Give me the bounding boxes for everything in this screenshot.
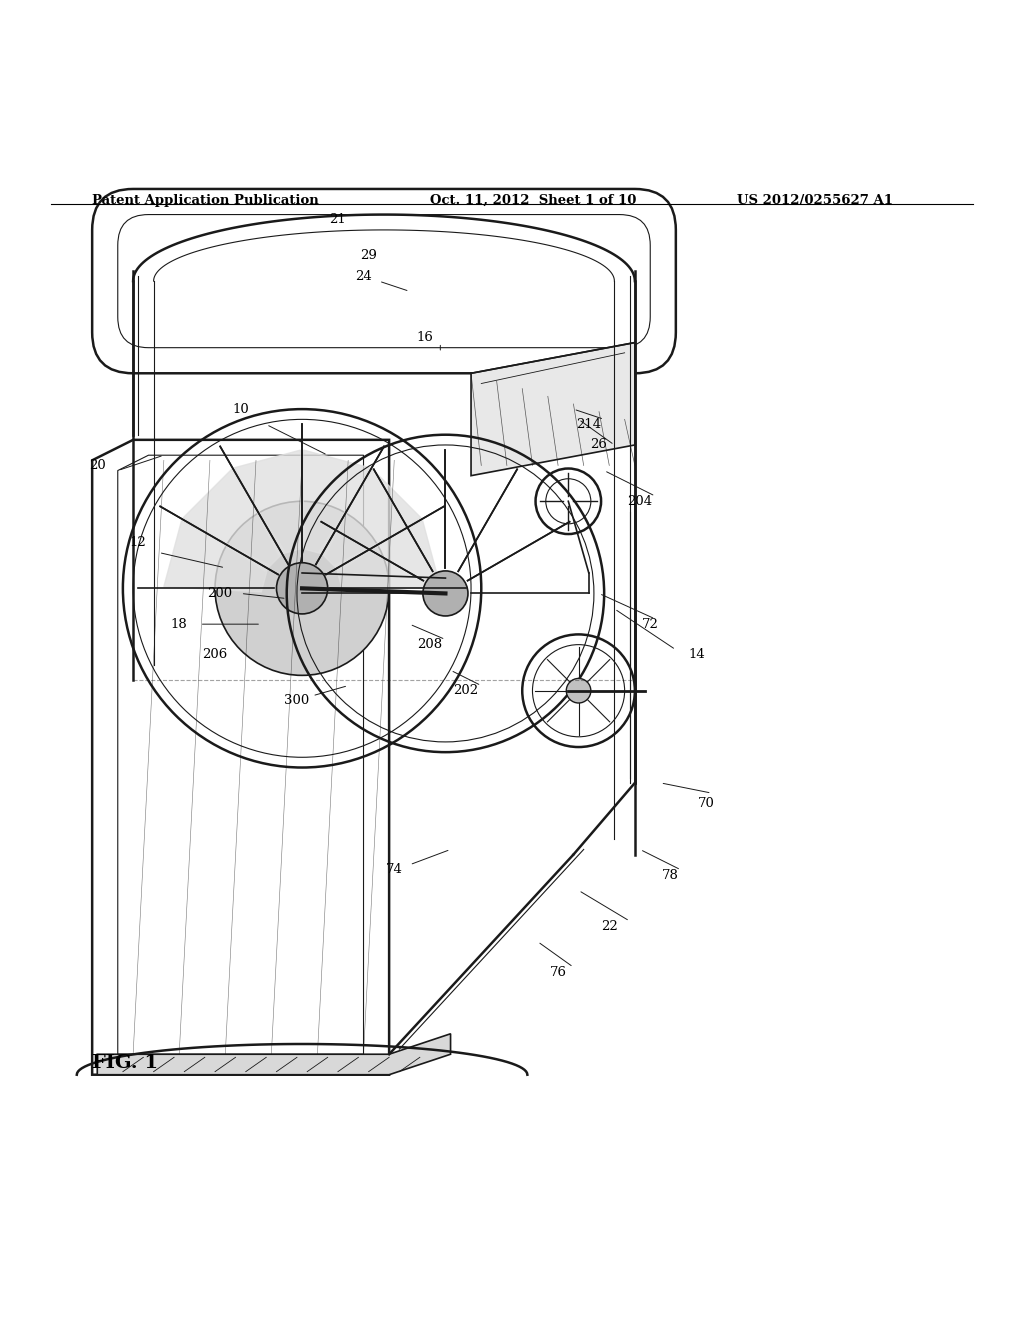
Polygon shape: [164, 520, 268, 591]
Polygon shape: [298, 450, 370, 554]
Polygon shape: [471, 343, 635, 475]
Text: 74: 74: [386, 863, 402, 876]
Text: 72: 72: [642, 618, 658, 631]
Text: 300: 300: [285, 694, 309, 708]
Text: 214: 214: [577, 418, 601, 430]
Text: 20: 20: [89, 459, 105, 473]
Text: 200: 200: [208, 587, 232, 599]
Polygon shape: [319, 470, 421, 572]
Polygon shape: [183, 470, 285, 572]
Polygon shape: [336, 520, 440, 591]
Circle shape: [276, 562, 328, 614]
Text: 14: 14: [688, 648, 705, 661]
Circle shape: [423, 572, 468, 616]
Text: 26: 26: [591, 438, 607, 451]
Text: 78: 78: [663, 869, 679, 882]
Text: 76: 76: [550, 966, 566, 979]
Text: 204: 204: [628, 495, 652, 508]
Text: 22: 22: [601, 920, 617, 933]
Text: 24: 24: [355, 269, 372, 282]
Text: 206: 206: [203, 648, 227, 661]
Text: 202: 202: [454, 684, 478, 697]
Text: Patent Application Publication: Patent Application Publication: [92, 194, 318, 207]
Text: 208: 208: [418, 638, 442, 651]
Text: 70: 70: [698, 797, 715, 810]
Text: 18: 18: [171, 618, 187, 631]
Text: 12: 12: [130, 536, 146, 549]
Text: 16: 16: [417, 331, 433, 345]
Text: 10: 10: [232, 403, 249, 416]
Text: Oct. 11, 2012  Sheet 1 of 10: Oct. 11, 2012 Sheet 1 of 10: [430, 194, 637, 207]
Circle shape: [566, 678, 591, 704]
Text: FIG. 1: FIG. 1: [92, 1055, 159, 1072]
Text: 29: 29: [360, 249, 377, 261]
Polygon shape: [234, 450, 306, 554]
Circle shape: [215, 502, 389, 676]
Polygon shape: [97, 1034, 451, 1074]
Text: 21: 21: [330, 213, 346, 226]
Text: US 2012/0255627 A1: US 2012/0255627 A1: [737, 194, 893, 207]
